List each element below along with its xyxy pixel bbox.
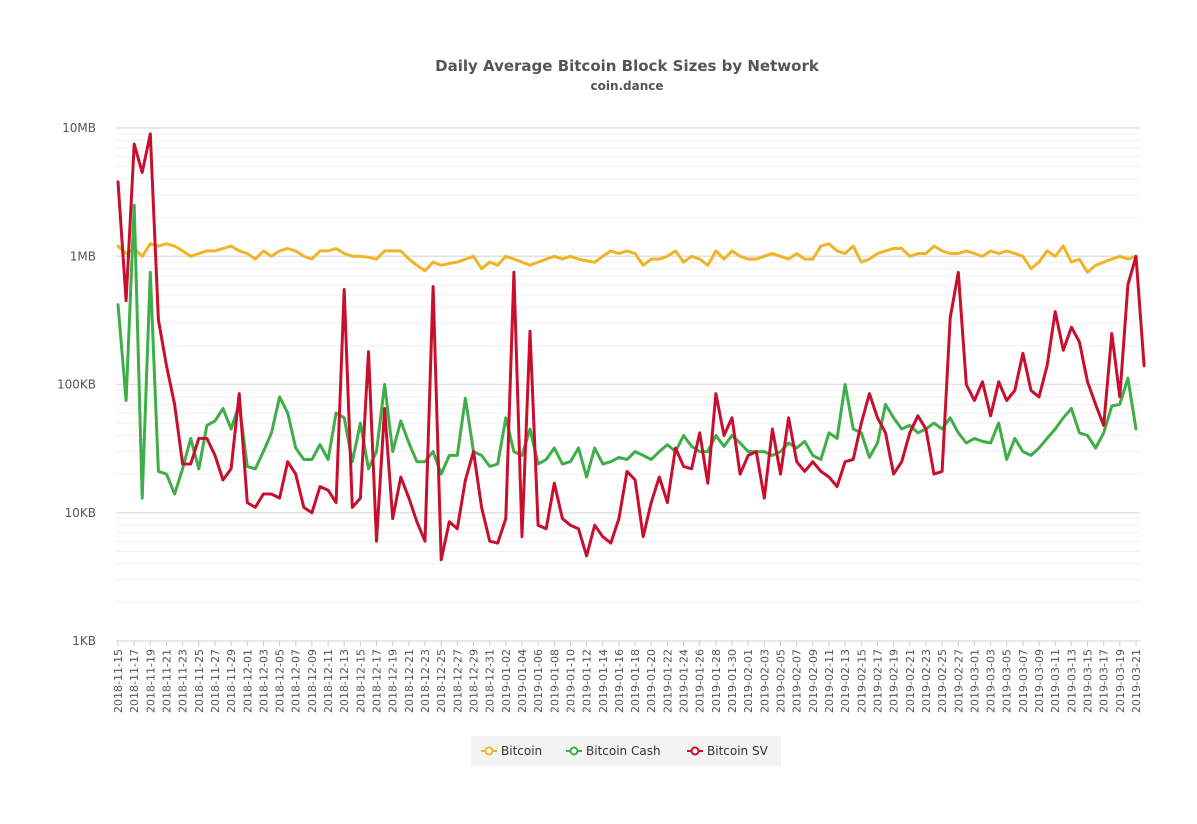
x-tick-label: 2019-02-09 <box>807 649 820 713</box>
x-tick-label: 2019-02-27 <box>952 649 965 713</box>
x-tick-label: 2018-11-15 <box>112 649 125 713</box>
series-line-bitcoin-cash <box>116 203 1138 500</box>
x-tick-label: 2019-02-13 <box>839 649 852 713</box>
legend: Bitcoin Bitcoin Cash Bitcoin SV <box>471 736 781 766</box>
x-tick-label: 2019-02-07 <box>791 649 804 713</box>
x-tick-label: 2019-02-03 <box>758 649 771 713</box>
series-line-bitcoin-sv <box>116 132 1146 562</box>
x-tick-label: 2018-11-21 <box>160 649 173 713</box>
y-tick-label: 1MB <box>70 249 96 263</box>
x-tick-label: 2019-02-19 <box>888 649 901 713</box>
legend-marker-bitcoin-cash[interactable] <box>569 746 579 756</box>
x-tick-label: 2018-11-27 <box>209 649 222 713</box>
legend-marker-bitcoin[interactable] <box>484 746 494 756</box>
x-tick-label: 2018-12-27 <box>451 649 464 713</box>
chart-subtitle: coin.dance <box>590 79 663 93</box>
x-tick-label: 2018-12-11 <box>322 649 335 713</box>
x-tick-label: 2018-12-25 <box>435 649 448 713</box>
x-tick-label: 2019-03-13 <box>1065 649 1078 713</box>
x-tick-label: 2019-03-01 <box>968 649 981 713</box>
x-tick-label: 2018-12-29 <box>467 649 480 713</box>
x-tick-label: 2019-01-30 <box>726 649 739 713</box>
x-tick-label: 2018-12-15 <box>354 649 367 713</box>
x-tick-label: 2019-02-05 <box>775 649 788 713</box>
x-tick-label: 2019-01-14 <box>597 649 610 713</box>
legend-label-bitcoin[interactable]: Bitcoin <box>501 744 542 758</box>
x-tick-label: 2018-11-23 <box>177 649 190 713</box>
x-tick-label: 2019-03-15 <box>1082 649 1095 713</box>
chart-title: Daily Average Bitcoin Block Sizes by Net… <box>435 57 820 75</box>
x-tick-label: 2018-11-17 <box>128 649 141 713</box>
x-tick-label: 2019-03-05 <box>1001 649 1014 713</box>
y-tick-label: 10MB <box>62 121 96 135</box>
legend-marker-bitcoin-sv[interactable] <box>690 746 700 756</box>
x-tick-label: 2019-02-25 <box>936 649 949 713</box>
grid-lines <box>116 127 1140 642</box>
x-tick-label: 2019-01-06 <box>532 649 545 713</box>
x-tick-label: 2019-01-08 <box>548 649 561 713</box>
x-tick-label: 2019-01-02 <box>500 649 513 713</box>
x-tick-label: 2018-12-21 <box>403 649 416 713</box>
x-tick-label: 2019-03-21 <box>1130 649 1143 713</box>
x-tick-label: 2019-01-04 <box>516 649 529 713</box>
x-tick-label: 2018-12-17 <box>371 649 384 713</box>
x-tick-label: 2019-03-09 <box>1033 649 1046 713</box>
x-tick-label: 2018-12-13 <box>338 649 351 713</box>
x-tick-label: 2019-03-03 <box>985 649 998 713</box>
x-tick-label: 2019-01-22 <box>661 649 674 713</box>
x-axis-ticks: 2018-11-15 2018-11-17 2018-11-19 2018-11-21… <box>112 641 1143 713</box>
x-tick-label: 2019-02-15 <box>855 649 868 713</box>
x-tick-label: 2019-01-28 <box>710 649 723 713</box>
x-tick-label: 2019-02-01 <box>742 649 755 713</box>
x-tick-label: 2019-02-23 <box>920 649 933 713</box>
x-tick-label: 2019-01-12 <box>581 649 594 713</box>
legend-box <box>471 736 781 766</box>
x-tick-label: 2019-01-18 <box>629 649 642 713</box>
x-tick-label: 2019-02-11 <box>823 649 836 713</box>
legend-label-bitcoin-sv[interactable]: Bitcoin SV <box>707 744 769 758</box>
x-tick-label: 2018-12-31 <box>484 649 497 713</box>
x-tick-label: 2019-01-10 <box>564 649 577 713</box>
y-axis-ticks: 1KB 10KB 100KB 1MB 10MB <box>57 121 96 648</box>
x-tick-label: 2019-02-17 <box>871 649 884 713</box>
y-tick-label: 1KB <box>72 634 96 648</box>
series-lines <box>116 132 1146 562</box>
x-tick-label: 2019-01-16 <box>613 649 626 713</box>
y-tick-label: 10KB <box>65 506 96 520</box>
x-tick-label: 2019-01-26 <box>694 649 707 713</box>
x-tick-label: 2019-03-19 <box>1114 649 1127 713</box>
x-tick-label: 2018-12-05 <box>274 649 287 713</box>
x-tick-label: 2019-03-07 <box>1017 649 1030 713</box>
y-tick-label: 100KB <box>57 378 96 392</box>
x-tick-label: 2019-01-20 <box>645 649 658 713</box>
x-tick-label: 2018-12-07 <box>290 649 303 713</box>
x-tick-label: 2018-12-03 <box>257 649 270 713</box>
x-tick-label: 2019-01-24 <box>678 649 691 713</box>
x-tick-label: 2018-11-19 <box>144 649 157 713</box>
series-line-bitcoin <box>116 242 1138 274</box>
legend-label-bitcoin-cash[interactable]: Bitcoin Cash <box>586 744 661 758</box>
x-tick-label: 2018-12-19 <box>387 649 400 713</box>
x-tick-label: 2018-12-23 <box>419 649 432 713</box>
x-tick-label: 2018-12-09 <box>306 649 319 713</box>
x-tick-label: 2018-12-01 <box>241 649 254 713</box>
x-tick-label: 2018-11-29 <box>225 649 238 713</box>
x-tick-label: 2019-03-11 <box>1049 649 1062 713</box>
x-tick-label: 2019-03-17 <box>1098 649 1111 713</box>
x-tick-label: 2018-11-25 <box>193 649 206 713</box>
x-tick-label: 2019-02-21 <box>904 649 917 713</box>
